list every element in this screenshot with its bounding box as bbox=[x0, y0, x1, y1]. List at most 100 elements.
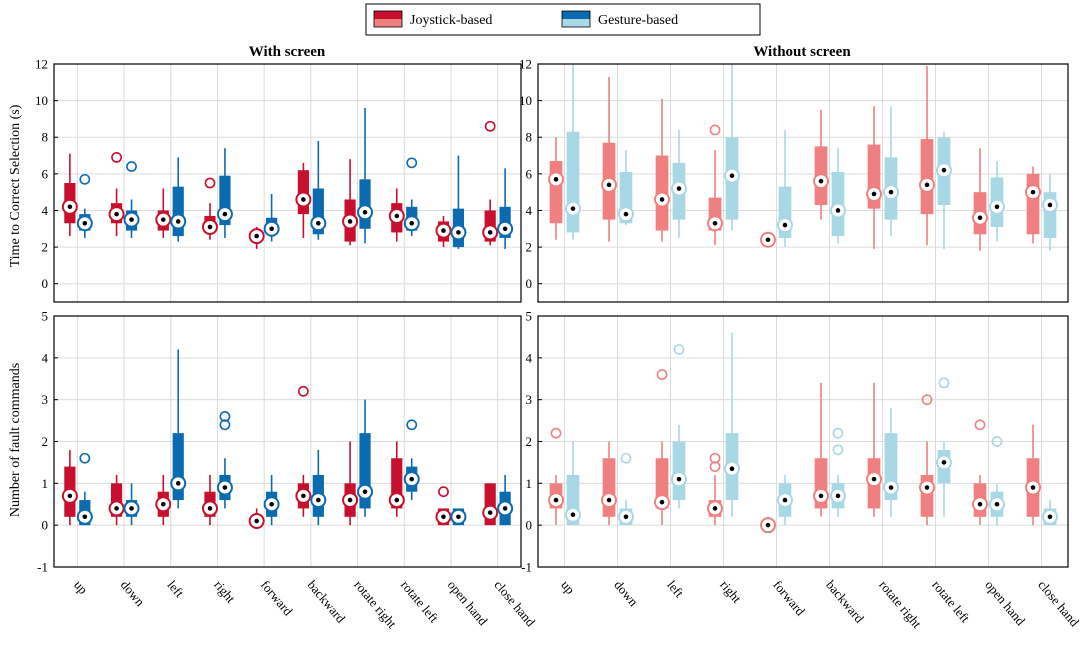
median-dot bbox=[1030, 189, 1036, 195]
median-dot bbox=[888, 189, 894, 195]
median-dot bbox=[1047, 514, 1053, 520]
box-open-hand bbox=[450, 508, 467, 526]
y-tick-label: 10 bbox=[519, 93, 532, 108]
box-rotate-right bbox=[357, 399, 374, 517]
box bbox=[172, 186, 184, 237]
median-dot bbox=[1030, 485, 1036, 490]
median-dot bbox=[82, 514, 88, 520]
category-label: up bbox=[558, 577, 578, 597]
median-dot bbox=[114, 506, 119, 511]
series-gesture bbox=[564, 332, 1058, 526]
median-dot bbox=[994, 501, 1000, 507]
median-dot bbox=[888, 485, 894, 490]
series-gesture bbox=[76, 349, 514, 526]
outlier bbox=[204, 177, 216, 189]
box-rotate-right bbox=[866, 106, 883, 249]
category-label: open hand bbox=[982, 577, 1028, 628]
median-dot bbox=[254, 233, 259, 239]
y-tick-label: 5 bbox=[42, 309, 49, 324]
outlier bbox=[79, 452, 91, 464]
legend-swatch-joystick-light bbox=[374, 19, 402, 27]
median-dot bbox=[659, 499, 665, 505]
box-backward bbox=[295, 385, 312, 517]
category-label: right bbox=[211, 577, 239, 606]
median-dot bbox=[502, 226, 508, 232]
median-dot bbox=[623, 211, 629, 217]
category-label: left bbox=[164, 577, 187, 600]
median-dot bbox=[160, 217, 166, 222]
median-dot bbox=[301, 493, 306, 499]
box-left bbox=[170, 157, 187, 242]
box-down bbox=[601, 76, 618, 242]
median-dot bbox=[207, 224, 213, 230]
y-tick-label: 2 bbox=[526, 240, 533, 255]
median-dot bbox=[456, 514, 461, 520]
y-tick-label: 12 bbox=[519, 57, 532, 72]
category-label: forward bbox=[770, 577, 808, 619]
median-dot bbox=[394, 213, 400, 219]
median-dot bbox=[502, 506, 508, 511]
box-forward bbox=[760, 516, 777, 534]
median-dot bbox=[924, 485, 930, 490]
outlier bbox=[921, 394, 933, 406]
median-dot bbox=[553, 177, 559, 182]
median-dot bbox=[765, 237, 771, 243]
outlier bbox=[938, 377, 950, 389]
outlier bbox=[832, 444, 844, 456]
median-dot bbox=[782, 222, 788, 228]
panel-fault-with-screen: -1 0 1 2 3 4 5 bbox=[37, 309, 522, 575]
box-rotate-left bbox=[919, 65, 936, 246]
median-dot bbox=[441, 228, 446, 233]
median-dot bbox=[409, 476, 415, 482]
median-dot bbox=[175, 219, 181, 224]
box-left bbox=[170, 349, 187, 509]
box-close-hand bbox=[482, 120, 499, 246]
category-labels-right: up down left right forward backward rotate rig… bbox=[558, 577, 1082, 631]
median-dot bbox=[676, 476, 682, 482]
median-dot bbox=[175, 481, 181, 486]
category-label: rotate right bbox=[351, 577, 400, 631]
outlier bbox=[297, 385, 309, 397]
box-rotate-right bbox=[342, 159, 359, 246]
series-joystick bbox=[548, 65, 1042, 251]
median-dot bbox=[254, 518, 259, 524]
box-backward bbox=[813, 382, 830, 517]
category-label: down bbox=[118, 577, 148, 609]
box-close-hand bbox=[497, 168, 514, 249]
category-label: right bbox=[717, 577, 745, 606]
box bbox=[219, 175, 231, 226]
box bbox=[172, 433, 184, 501]
plot-area bbox=[54, 64, 521, 302]
median-dot bbox=[487, 230, 493, 235]
category-label: close hand bbox=[491, 577, 538, 629]
series-joystick bbox=[61, 120, 499, 249]
median-dot bbox=[871, 476, 877, 482]
median-dot bbox=[818, 178, 824, 184]
median-dot bbox=[160, 501, 166, 507]
y-tick-label: 4 bbox=[42, 203, 49, 218]
box-left bbox=[670, 129, 687, 238]
box-up bbox=[548, 427, 565, 526]
outlier bbox=[406, 157, 418, 169]
median-dot bbox=[301, 197, 306, 202]
box-backward bbox=[813, 109, 830, 220]
category-label: left bbox=[664, 577, 687, 600]
median-dot bbox=[456, 230, 461, 235]
y-tick-label: 0 bbox=[42, 518, 49, 533]
legend-swatch-joystick-dark bbox=[374, 11, 402, 19]
median-dot bbox=[316, 220, 321, 226]
median-dot bbox=[441, 514, 446, 520]
outlier bbox=[832, 427, 844, 439]
category-label: close hand bbox=[1035, 577, 1082, 629]
median-dot bbox=[977, 215, 983, 221]
box-down bbox=[601, 441, 618, 526]
box-forward bbox=[776, 474, 793, 526]
box-rotate-left bbox=[935, 131, 952, 249]
plot-frame bbox=[537, 63, 1069, 303]
legend-label-joystick: Joystick-based bbox=[410, 13, 492, 28]
box-rotate-left bbox=[388, 188, 405, 242]
outlier bbox=[673, 344, 685, 355]
box-rotate-right bbox=[882, 408, 899, 517]
outlier bbox=[991, 436, 1003, 447]
panel-time-without-screen: 0 2 4 6 8 10 12 bbox=[519, 57, 1069, 303]
